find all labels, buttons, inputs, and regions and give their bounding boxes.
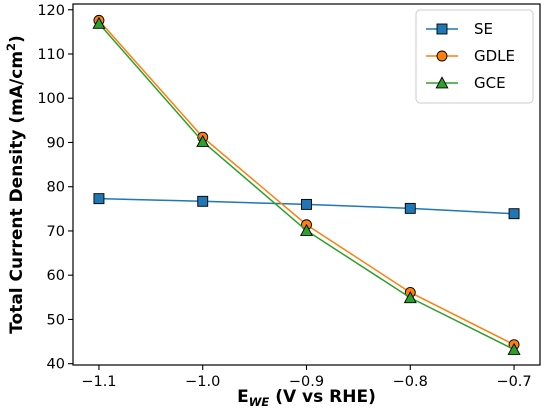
data-point-gce [299, 223, 314, 236]
legend-label-gce: GCE [474, 74, 506, 92]
data-point-gce [92, 16, 106, 29]
x-tick-label: −1.1 [81, 374, 116, 390]
x-axis-label-subscript: WE [249, 395, 270, 409]
legend-item-gdle: GDLE [426, 47, 515, 65]
x-axis-label-main: E [237, 387, 249, 407]
legend-item-gce: GCE [426, 74, 506, 92]
y-tick-label: 80 [47, 180, 65, 196]
x-tick-label: −0.7 [496, 374, 531, 390]
y-tick-label: 90 [47, 135, 65, 151]
y-axis-label-end: ) [7, 35, 27, 43]
data-point-gce [196, 134, 210, 147]
legend-label-gdle: GDLE [474, 47, 515, 65]
y-tick-label: 110 [37, 47, 65, 63]
y-axis-label: Total Current Density (mA/cm2) [4, 35, 27, 334]
x-tick-label: −0.8 [393, 374, 428, 390]
y-tick-label: 40 [47, 357, 65, 373]
data-point-se [93, 193, 105, 205]
x-axis-label: EWE (V vs RHE) [237, 387, 376, 409]
y-axis-label-superscript: 2 [4, 43, 18, 51]
axis-labels: EWE (V vs RHE) Total Current Density (mA… [4, 35, 376, 409]
data-point-se [197, 195, 209, 207]
data-point-se [508, 208, 520, 220]
data-point-se [301, 198, 312, 210]
legend-item-se: SE [426, 20, 493, 38]
axes: −1.1 −1.0 −0.9 −0.8 −0.7 40 50 60 70 80 90 100 110 12… [37, 3, 541, 390]
legend-label-se: SE [474, 20, 493, 38]
data-point-gce [403, 291, 417, 304]
legend-marker-se [436, 23, 448, 35]
y-tick-label: 100 [37, 91, 65, 107]
x-tick-label: −0.9 [289, 374, 324, 390]
y-axis-label-main: Total Current Density (mA/cm [7, 51, 27, 334]
y-tick-label: 50 [47, 312, 65, 328]
series-layer [92, 14, 521, 355]
legend-marker-gce [435, 76, 449, 89]
x-axis-label-rest: (V vs RHE) [269, 387, 376, 407]
y-tick-label: 70 [47, 224, 65, 240]
legend: SE GDLE GCE [415, 9, 534, 104]
legend-marker-gdle [436, 50, 448, 62]
series-gce [92, 16, 521, 355]
data-point-se [404, 202, 416, 214]
series-se [93, 193, 520, 220]
data-point-gce [507, 342, 521, 355]
y-tick-label: 60 [47, 268, 65, 284]
y-tick-label: 120 [37, 3, 65, 19]
x-tick-label: −1.0 [185, 374, 220, 390]
